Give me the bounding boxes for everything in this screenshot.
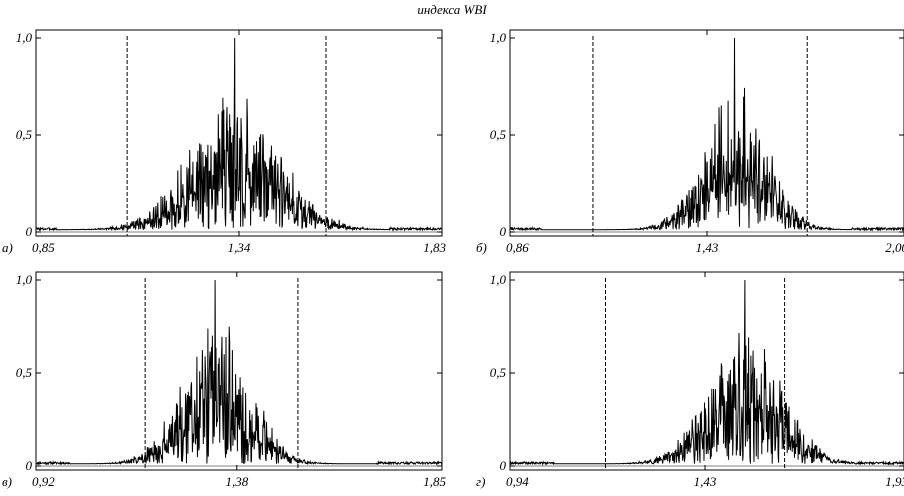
plot-frame <box>509 271 904 471</box>
y-tick-label: 1,0 <box>16 272 33 287</box>
figure-title: индекса WBI <box>417 2 487 17</box>
y-tick-label: 0,5 <box>490 127 507 142</box>
y-tick-label: 0 <box>500 224 507 239</box>
spectrum-line <box>509 37 904 232</box>
spectrum-line <box>35 37 443 232</box>
y-tick-label: 0 <box>26 458 33 473</box>
chart-panel-3: 0 0,5 1,0 0,92 1,38 1,85 в) <box>2 271 447 489</box>
y-tick-label: 0,5 <box>490 365 507 380</box>
plot-frame <box>35 271 443 471</box>
x-tick-label: 0,85 <box>32 240 55 255</box>
plot-frame <box>35 29 443 237</box>
y-tick-label: 0 <box>500 458 507 473</box>
y-tick-label: 1,0 <box>16 30 33 45</box>
x-tick-label: 1,85 <box>423 474 446 489</box>
panels: 0 0,5 1,0 0,85 1,34 1,83 а) 0 0,5 1,0 0,86 1,43 2,00… <box>2 29 904 489</box>
x-tick-label: 1,93 <box>885 474 904 489</box>
panel-label: в) <box>2 474 12 489</box>
y-tick-label: 1,0 <box>490 30 507 45</box>
y-tick-label: 0,5 <box>16 127 33 142</box>
x-tick-label: 2,00 <box>885 240 904 255</box>
chart-panel-4: 0 0,5 1,0 0,94 1,43 1,93 г) <box>476 271 904 489</box>
x-tick-label: 0,92 <box>32 474 55 489</box>
x-tick-label: 1,34 <box>228 240 251 255</box>
x-tick-label: 1,43 <box>696 240 719 255</box>
x-tick-label: 1,38 <box>225 474 248 489</box>
x-tick-label: 1,43 <box>694 474 717 489</box>
x-tick-label: 0,94 <box>506 474 529 489</box>
panel-label: а) <box>2 240 13 255</box>
y-tick-label: 0,5 <box>16 365 33 380</box>
x-tick-label: 0,86 <box>506 240 529 255</box>
plot-frame <box>509 29 904 237</box>
x-tick-label: 1,83 <box>423 240 446 255</box>
panel-label: б) <box>476 240 487 255</box>
chart-panel-1: 0 0,5 1,0 0,85 1,34 1,83 а) <box>2 29 447 255</box>
y-tick-label: 0 <box>26 224 33 239</box>
panel-label: г) <box>476 474 485 489</box>
spectrum-line <box>35 279 443 466</box>
y-tick-label: 1,0 <box>490 272 507 287</box>
chart-panel-2: 0 0,5 1,0 0,86 1,43 2,00 б) <box>476 29 904 255</box>
spectrum-line <box>509 279 904 467</box>
